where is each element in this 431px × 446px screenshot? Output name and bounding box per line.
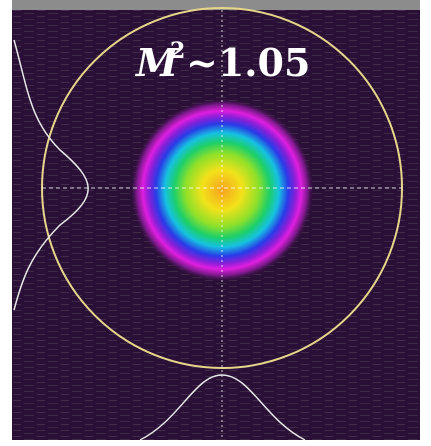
page: M 2 ~1.05 (() => { const data = JSON.par… <box>0 0 431 446</box>
exponent: 2 <box>170 38 185 64</box>
beam-profile-image: M 2 ~1.05 <box>0 0 431 446</box>
m2-value: ~1.05 <box>186 40 310 85</box>
